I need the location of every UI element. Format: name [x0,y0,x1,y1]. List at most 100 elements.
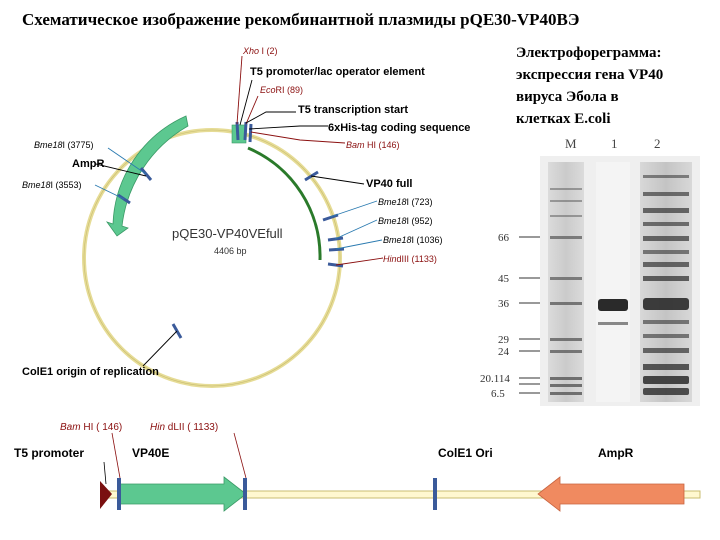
site-hind-enzyme: Hin [383,254,397,264]
gel-marker-66: 66 [498,232,510,244]
site-bam: Bam HI (146) [346,140,400,150]
site-eco: EcoRI (89) [260,85,303,95]
site-bme3775-enzyme: Bme18 [34,140,63,150]
gel-band [550,302,582,305]
site-hind: HindIII (1133) [383,254,437,264]
linear-tick-cole1 [433,478,437,510]
leader-vp40 [310,175,365,185]
leader-bme723 [329,200,378,218]
site-tick-bam [248,123,253,143]
gel-marker-45: 45 [498,273,510,285]
linear-tick-hind [243,478,247,510]
gel-band [550,200,582,202]
gel-caption-line-2: экспрессия гена VP40 [516,67,664,83]
linear-t5-promoter-arrow [100,481,112,509]
gel-band [550,384,582,387]
gel-caption-line-4: клетках E.coli [516,111,611,127]
plasmid-backbone-inner [83,129,341,387]
gel-caption-line-3: вируса Эбола в [516,89,619,105]
gel-lane-m [548,162,584,402]
gel-band [643,222,689,226]
gel-image: M 1 2 66 45 36 29 24 20.114 6.5 [480,136,700,406]
site-tick-hind [327,262,344,268]
site-xho-position: I (2) [259,46,278,56]
site-bme1036-enzyme: Bme18 [383,235,412,245]
plasmid-map: pQE30-VP40VEfull 4406 bp AmpR ColE1 orig… [22,46,470,388]
leader-bme3553 [94,184,125,200]
gel-lane-m-bands [550,188,582,395]
gel-band [550,392,582,395]
label-ori: ColE1 origin of replication [22,366,159,378]
site-bme1036: Bme18I (1036) [383,235,443,245]
site-bme3553-position: I (3553) [51,180,82,190]
site-bme3553: Bme18I (3553) [22,180,82,190]
gel-band [643,320,689,324]
gel-band [643,334,689,338]
gel-band [643,262,689,267]
linear-ampr-arrow [537,476,685,512]
gel-lane-2-label: 2 [654,136,661,151]
gel-band [643,298,689,310]
gel-band [643,364,689,370]
site-tick-bme1036 [328,247,345,252]
gel-lane-1-band-faint [598,322,628,325]
site-hind-position: dIII (1133) [397,254,437,264]
gel-band [643,276,689,281]
plasmid-name: pQE30-VP40VEfull [172,226,283,241]
plasmid-backbone [82,128,342,388]
linear-site-hind-enzyme: Hin [150,422,165,433]
gel-band [550,338,582,341]
leader-xho [236,55,243,125]
label-t5-transcription: T5 transcription start [298,104,408,116]
gel-marker-20-value: 20.1 [480,373,499,385]
gel-band [643,175,689,178]
linear-label-t5: T5 promoter [14,446,84,460]
gel-band [550,350,582,353]
linear-map: Bam HI ( 146) Hin dLII ( 1133) T5 promot… [14,422,701,512]
linear-site-bam-enzyme: Bam [60,422,81,433]
gel-band [643,192,689,196]
gel-marker-14-value: 14 [499,373,511,385]
leader-ampr [95,163,147,177]
gel-band [643,236,689,241]
linear-vp40e-arrow [119,476,247,512]
site-bme723: Bme18I (723) [378,197,433,207]
gel-marker-36: 36 [498,298,510,310]
site-bme3553-enzyme: Bme18 [22,180,51,190]
gel-band [550,215,582,217]
leader-t5-transcription [245,111,296,124]
site-tick-bme723 [322,213,339,222]
label-ampr: AmpR [72,158,104,170]
gel-band [550,236,582,239]
linear-leader-bam [111,432,121,479]
gel-lane-1-band [598,299,628,311]
gel-marker-20: 20.114 [480,373,510,385]
plasmid-size: 4406 bp [214,246,247,256]
gel-lane-1-label: 1 [611,136,618,151]
site-bme3775: Bme18I (3775) [34,140,94,150]
site-bme952-enzyme: Bme18 [378,216,407,226]
gel-marker-24: 24 [498,346,510,358]
gel-band [643,388,689,395]
site-bam-position: HI (146) [365,140,400,150]
site-bme1036-position: I (1036) [412,235,443,245]
gel-marker-6: 6.5 [491,388,505,400]
page-title: Схематическое изображение рекомбинантной… [22,10,580,29]
gel-lane-m-label: M [565,136,577,151]
linear-tick-bam [117,478,121,510]
leader-bam [250,131,346,144]
label-vp40: VP40 full [366,178,412,190]
leader-lines [94,55,384,367]
leader-t5-promoter [239,79,253,126]
site-eco-position: RI (89) [276,85,304,95]
linear-site-hind-position: dLII ( 1133) [165,422,218,433]
linear-leader-hind [233,432,247,479]
gel-band [643,348,689,353]
gel-lane-2 [640,162,692,402]
gel-band [550,188,582,190]
site-bam-enzyme: Bam [346,140,365,150]
site-bme952-position: I (952) [407,216,433,226]
label-his-tag: 6xHis-tag coding sequence [328,122,470,134]
gel-band [643,376,689,384]
